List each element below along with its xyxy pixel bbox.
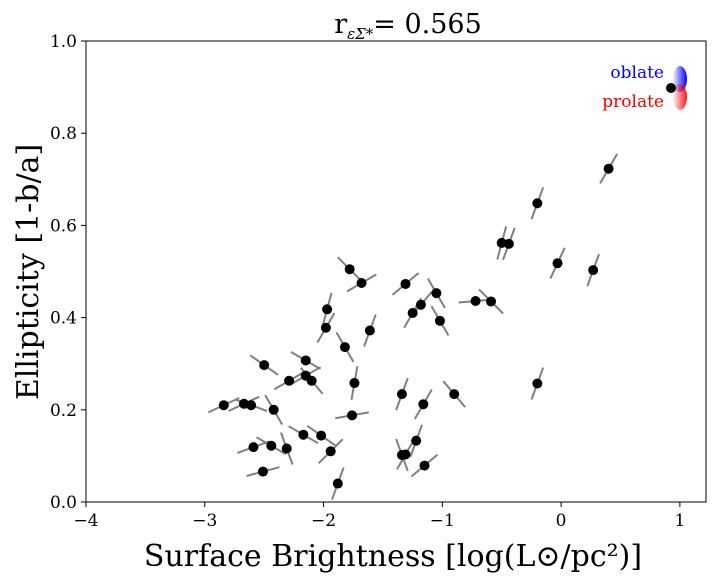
legend: oblate prolate [602,63,687,112]
legend-prolate-label: prolate [602,92,664,112]
data-point [266,440,277,451]
data-point [325,446,336,457]
data-point [306,375,317,386]
data-points [218,163,614,489]
data-point [400,278,411,289]
data-point [248,442,259,453]
data-point [486,296,497,307]
legend-point [666,83,676,93]
data-point [259,360,270,371]
y-tick-label: 0.0 [50,493,77,513]
data-point [246,400,257,411]
x-axis-label: Surface Brightness [log(L⊙/pc²)] [144,539,642,574]
y-tick-label: 1.0 [50,32,77,52]
data-point [396,389,407,400]
data-point [418,399,429,410]
x-tick-label: 1 [674,511,685,531]
y-axis-ticks: 0.0 0.2 0.4 0.6 0.8 1.0 [50,32,86,513]
data-point [415,299,426,310]
data-point [532,378,543,389]
data-point [320,322,331,333]
prolate-swatch [673,84,687,110]
data-point [364,325,375,336]
plot-frame [85,40,707,503]
chart-title: rεΣ*= 0.565 [334,9,482,43]
data-point [218,400,229,411]
data-point [400,449,411,460]
data-point [349,378,360,389]
data-point [407,307,418,318]
title-value: = 0.565 [373,9,482,40]
x-tick-label: −3 [192,511,217,531]
data-point [419,460,430,471]
data-point [347,410,358,421]
x-tick-label: −2 [311,511,336,531]
title-main: r [334,9,347,40]
x-axis-ticks: −4 −3 −2 −1 0 1 [73,502,685,531]
y-tick-label: 0.4 [50,309,77,329]
data-point [603,163,614,174]
x-tick-label: −1 [430,511,455,531]
y-tick-label: 0.8 [50,124,77,144]
data-point [332,478,343,489]
data-point [532,198,543,209]
x-tick-label: −4 [73,511,98,531]
data-point [411,435,422,446]
data-point [431,288,442,299]
data-point [284,375,295,386]
data-point [339,342,350,353]
data-point [449,389,460,400]
x-tick-label: 0 [556,511,567,531]
y-tick-label: 0.6 [50,216,77,236]
y-axis-label: Ellipticity [1-b/a] [11,144,46,400]
data-point [322,304,333,315]
oblate-swatch [673,66,687,92]
data-point [316,430,327,441]
data-point [298,429,309,440]
data-point [552,258,563,269]
y-tick-label: 0.2 [50,401,77,421]
data-point [300,355,311,366]
data-point [434,315,445,326]
title-subscript: εΣ* [347,25,374,43]
data-point [268,404,279,415]
data-point [344,264,355,275]
data-point [257,466,268,477]
data-point [470,296,481,307]
data-point [503,238,514,249]
data-point [356,278,367,289]
data-point [281,443,292,454]
data-point [588,265,599,276]
legend-oblate-label: oblate [610,63,664,83]
